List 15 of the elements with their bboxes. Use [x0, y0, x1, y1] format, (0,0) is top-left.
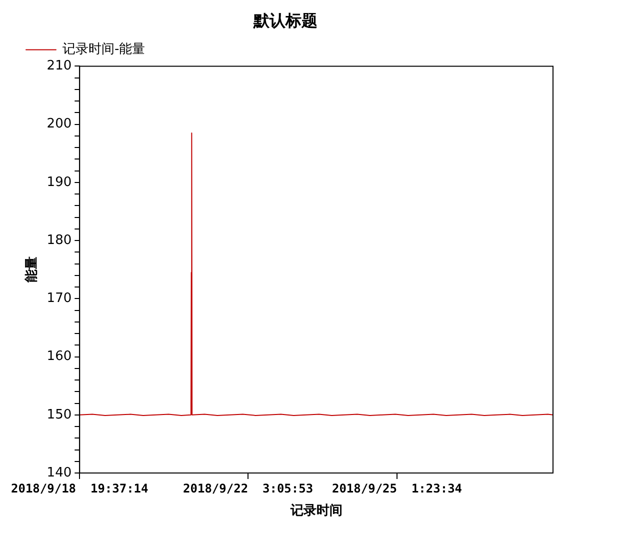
- x-tick-label: 2018/9/22 3:05:53: [183, 481, 314, 496]
- x-tick-label: 2018/9/25 1:23:34: [332, 481, 462, 496]
- y-tick-label: 160: [46, 349, 72, 364]
- x-tick-label: 2018/9/18 19:37:14: [10, 481, 148, 496]
- y-tick-label: 210: [46, 58, 72, 74]
- y-tick-label: 180: [46, 232, 72, 248]
- y-tick-label: 140: [46, 465, 72, 480]
- legend-label: 记录时间-能量: [62, 42, 146, 58]
- y-axis-title: 能量: [23, 256, 40, 283]
- chart-title: 默认标题: [252, 10, 318, 30]
- y-tick-label: 190: [46, 174, 72, 190]
- y-tick-label: 150: [46, 407, 72, 422]
- x-axis-title: 记录时间: [289, 504, 342, 519]
- y-tick-label: 200: [46, 116, 72, 132]
- y-tick-label: 170: [46, 291, 72, 306]
